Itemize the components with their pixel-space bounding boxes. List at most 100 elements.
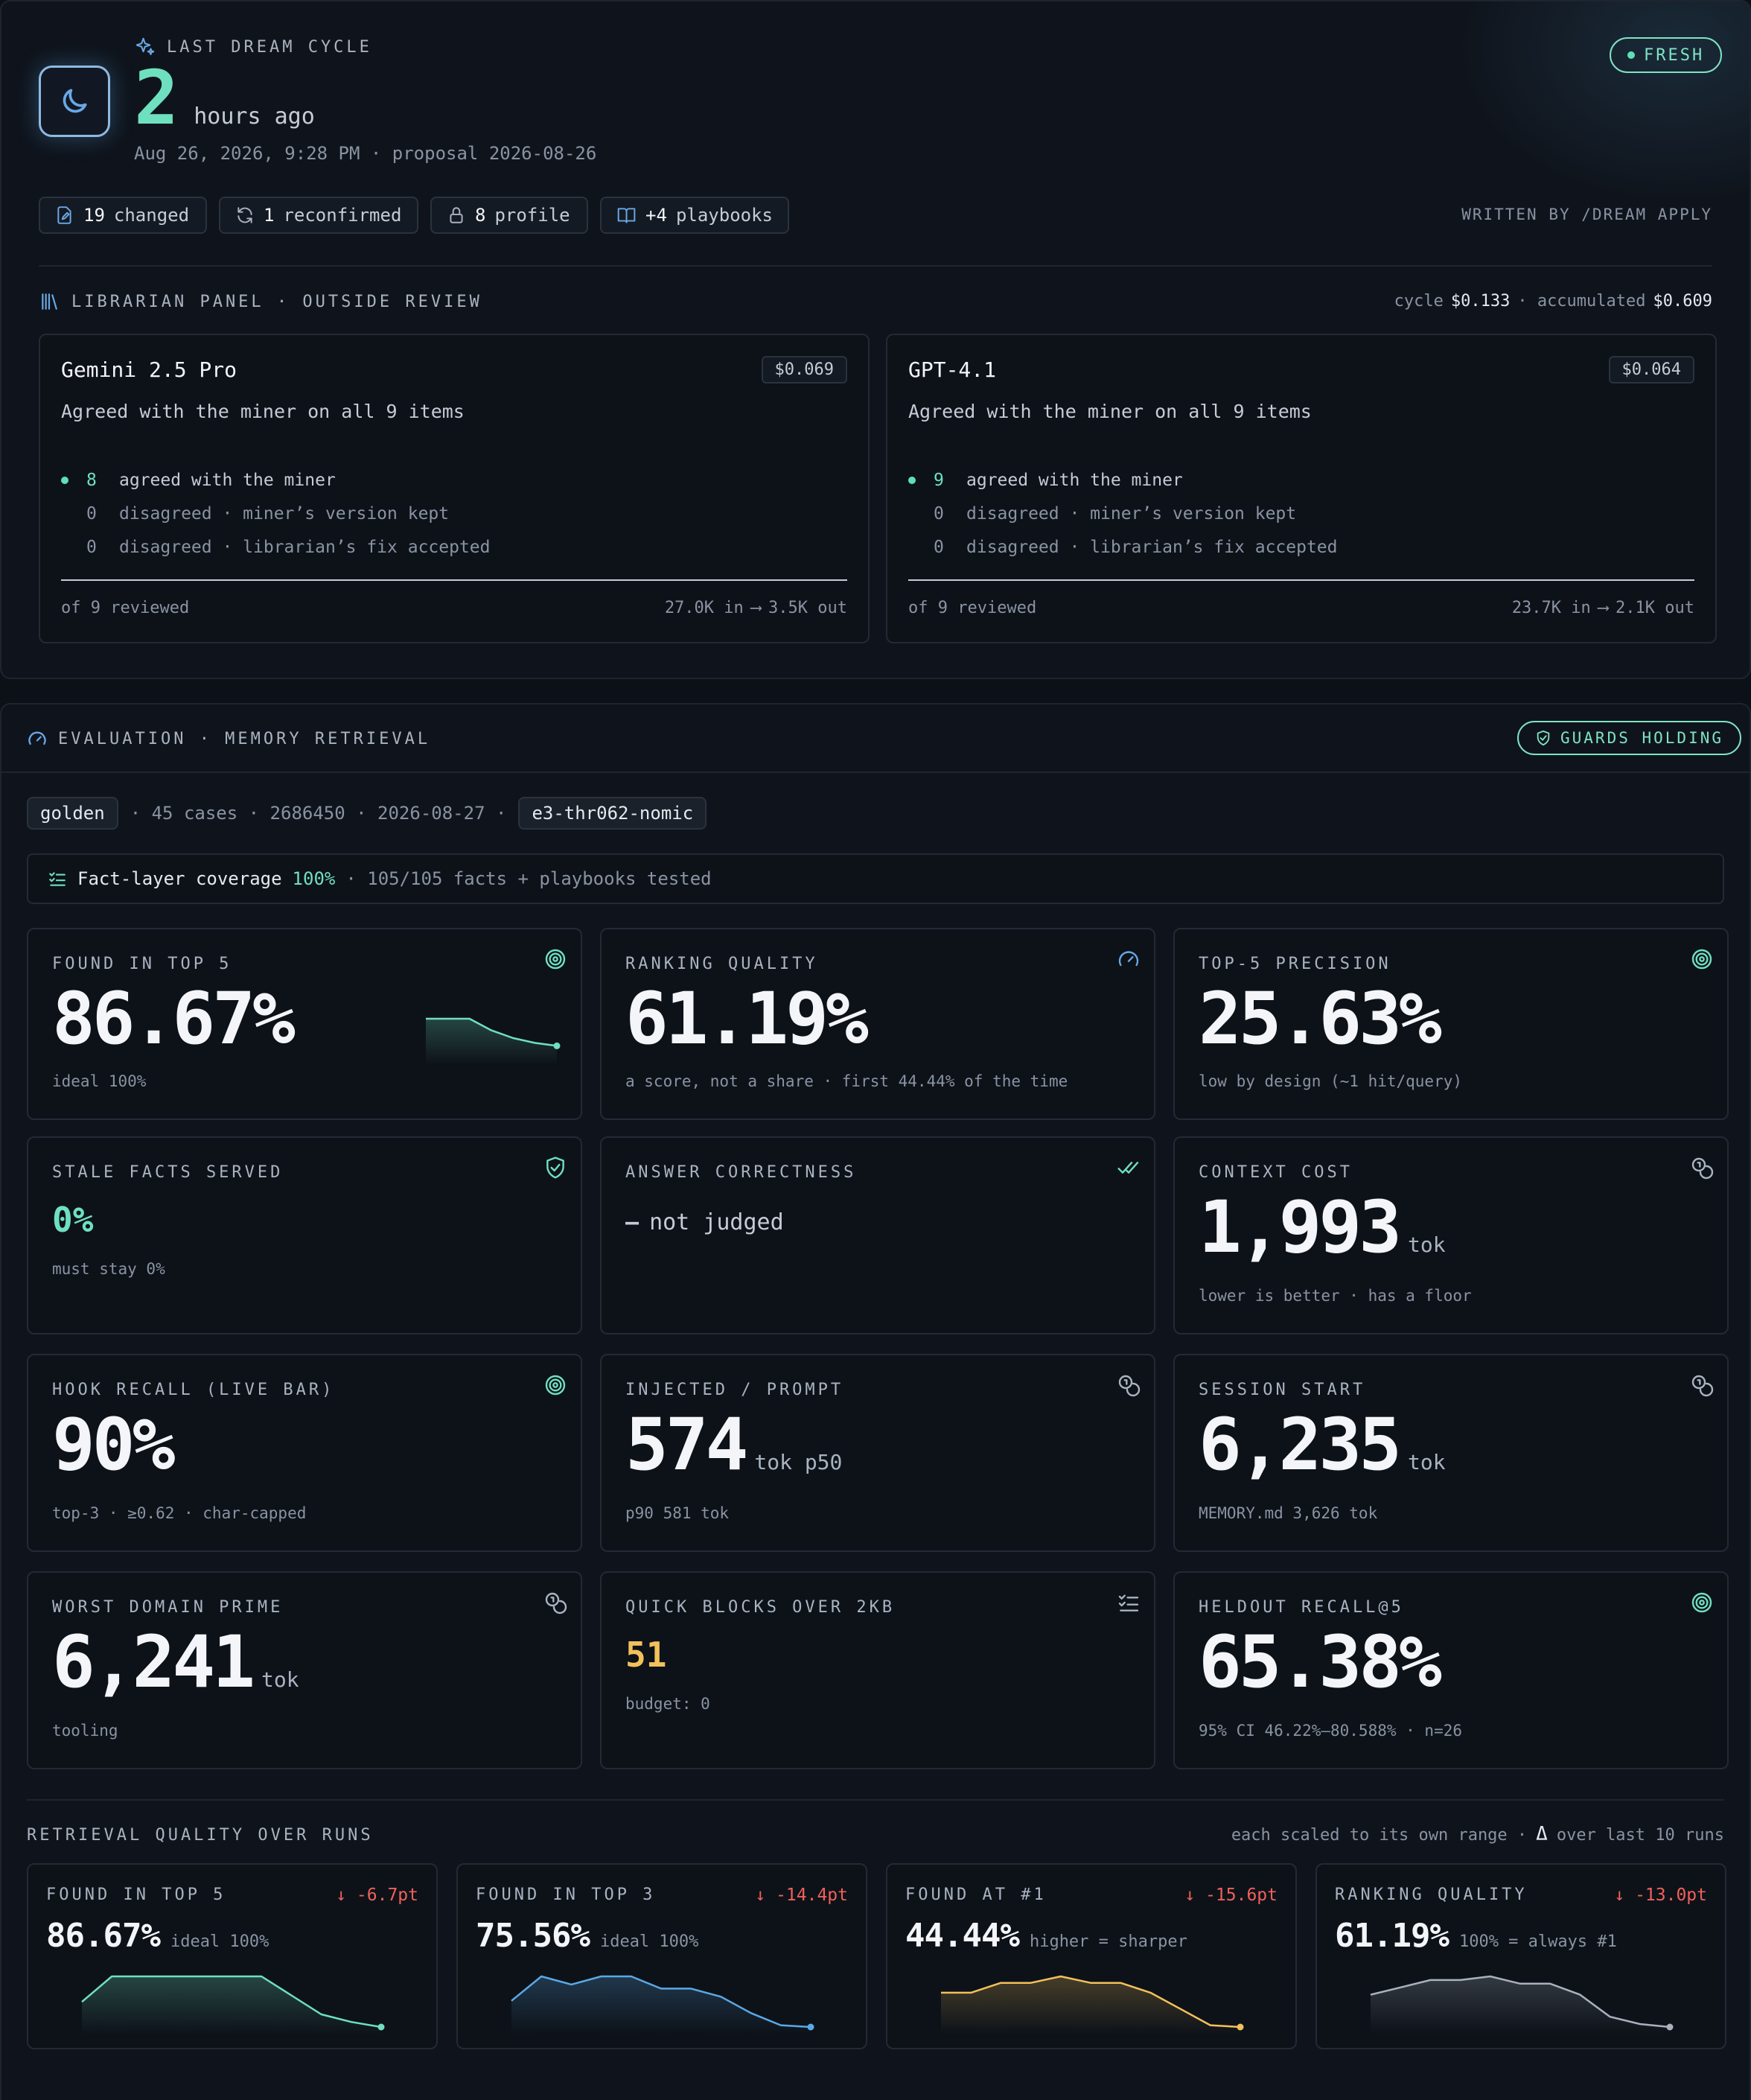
run-sparkline-area xyxy=(1371,1976,1670,2034)
tokens-out: 3.5K out xyxy=(768,599,847,617)
pill-profile[interactable]: 8 profile xyxy=(430,197,588,234)
metric-value: — xyxy=(625,1209,640,1235)
row-dot xyxy=(908,544,916,551)
evaluation-panel: EVALUATION · MEMORY RETRIEVAL GUARDS HOL… xyxy=(0,703,1751,2100)
metric-card[interactable]: HELDOUT RECALL@5 65.38% 95% CI 46.22%–80.5… xyxy=(1173,1571,1729,1769)
metric-value: 51 xyxy=(625,1635,667,1675)
book-icon xyxy=(617,208,636,223)
metric-card[interactable]: RANKING QUALITY 61.19% a score, not a shar… xyxy=(600,928,1155,1120)
row-text: disagreed · librarian’s fix accepted xyxy=(966,538,1338,557)
metric-title: CONTEXT COST xyxy=(1199,1163,1353,1182)
reviewed-count: of 9 reviewed xyxy=(61,599,190,617)
metric-title: SESSION START xyxy=(1199,1381,1366,1399)
row-text: agreed with the miner xyxy=(966,471,1183,490)
metric-card[interactable]: SESSION START 6,235 tok MEMORY.md 3,626 tok xyxy=(1173,1354,1729,1552)
run-card[interactable]: FOUND IN TOP 3 ↓ -14.4pt 75.56% ideal 100% xyxy=(456,1863,867,2049)
metric-sub: ideal 100% xyxy=(52,1072,147,1090)
pill-count: 1 xyxy=(264,205,275,226)
pill-reconfirmed[interactable]: 1 reconfirmed xyxy=(219,197,418,234)
coins-icon xyxy=(1691,1157,1714,1180)
refresh-icon xyxy=(237,207,252,223)
suite-tag[interactable]: golden xyxy=(27,797,118,830)
run-sub: ideal 100% xyxy=(170,1932,269,1951)
fresh-badge: FRESH xyxy=(1610,37,1723,73)
metric-value: 0% xyxy=(52,1200,94,1240)
token-usage: 23.7K in ⟶ 2.1K out xyxy=(1512,599,1694,617)
metric-card[interactable]: CONTEXT COST 1,993 tok lower is better · ha… xyxy=(1173,1136,1729,1334)
library-icon xyxy=(42,293,57,310)
run-sub: 100% = always #1 xyxy=(1458,1932,1617,1951)
dream-panel: LAST DREAM CYCLE 2 hours ago Aug 26, 202… xyxy=(0,0,1751,679)
run-sparkline xyxy=(511,1975,814,2034)
metric-title: STALE FACTS SERVED xyxy=(52,1163,284,1182)
metric-card[interactable]: INJECTED / PROMPT 574 tok p50 p90 581 tok xyxy=(600,1354,1155,1552)
metric-card[interactable]: QUICK BLOCKS OVER 2KB 51 budget: 0 xyxy=(600,1571,1155,1769)
metric-sub: tooling xyxy=(52,1722,118,1740)
metric-title: WORST DOMAIN PRIME xyxy=(52,1598,284,1617)
coverage-bar: Fact-layer coverage 100% · 105/105 facts… xyxy=(27,853,1724,904)
metric-title: HELDOUT RECALL@5 xyxy=(1199,1598,1404,1617)
cost-mid: · accumulated xyxy=(1517,292,1646,311)
metric-title: QUICK BLOCKS OVER 2KB xyxy=(625,1598,896,1617)
metric-value: 6,235 xyxy=(1199,1403,1402,1486)
metric-card[interactable]: FOUND IN TOP 5 86.67% ideal 100% xyxy=(27,928,582,1120)
run-delta: ↓ -15.6pt xyxy=(1184,1886,1278,1905)
metric-sub: a score, not a share · first 44.44% of t… xyxy=(625,1072,1068,1090)
metric-card[interactable]: ANSWER CORRECTNESS — not judged xyxy=(600,1136,1155,1334)
dream-meta: Aug 26, 2026, 9:28 PM · proposal 2026-08… xyxy=(134,143,597,164)
run-delta: ↓ -14.4pt xyxy=(755,1886,848,1905)
pill-label: profile xyxy=(494,205,570,226)
run-sparkline-line xyxy=(81,1975,382,2029)
metric-title: FOUND IN TOP 5 xyxy=(52,955,232,973)
gauge-icon xyxy=(1118,951,1139,967)
metric-title: TOP-5 PRECISION xyxy=(1199,955,1391,973)
metric-value-row: 25.63% xyxy=(1199,981,1442,1057)
reviewer-row: 0 disagreed · librarian’s fix accepted xyxy=(61,538,491,557)
metric-card[interactable]: HOOK RECALL (LIVE BAR) 90% top-3 · ≥0.62 ·… xyxy=(27,1354,582,1552)
coins-icon xyxy=(1691,1375,1714,1397)
reviewer-name: GPT-4.1 xyxy=(908,357,997,382)
divider xyxy=(1,771,1750,773)
metric-card[interactable]: TOP-5 PRECISION 25.63% low by design (~1 h… xyxy=(1173,928,1729,1120)
lock-icon xyxy=(450,207,463,223)
mini-sparkline-last-point xyxy=(553,1042,561,1049)
accumulated-cost: $0.609 xyxy=(1653,292,1712,311)
reviewer-card: Gemini 2.5 Pro $0.069 Agreed with the mine… xyxy=(39,334,870,643)
run-card[interactable]: FOUND IN TOP 5 ↓ -6.7pt 86.67% ideal 100% xyxy=(27,1863,438,2049)
metric-value: 90% xyxy=(52,1403,175,1486)
pill-playbooks[interactable]: +4 playbooks xyxy=(600,197,789,234)
row-count: 8 xyxy=(86,471,97,490)
metric-card[interactable]: STALE FACTS SERVED 0% must stay 0% xyxy=(27,1136,582,1334)
run-sub: higher = sharper xyxy=(1029,1932,1187,1951)
reviewer-cost: $0.064 xyxy=(1608,356,1694,384)
written-by: WRITTEN BY /DREAM APPLY xyxy=(1461,206,1712,223)
fresh-label: FRESH xyxy=(1644,45,1705,65)
cycle-cost: $0.133 xyxy=(1450,292,1511,311)
status-dot xyxy=(1627,51,1635,59)
token-usage: 27.0K in ⟶ 3.5K out xyxy=(665,599,847,617)
pill-changed[interactable]: 19 changed xyxy=(39,197,207,234)
run-value: 75.56% xyxy=(476,1917,590,1955)
tokens-out: 2.1K out xyxy=(1616,599,1694,617)
run-value-row: 61.19% 100% = always #1 xyxy=(1335,1917,1617,1955)
metric-title: INJECTED / PROMPT xyxy=(625,1381,844,1399)
run-sparkline xyxy=(1370,1975,1674,2034)
target-icon xyxy=(545,949,566,970)
run-sparkline-last-point xyxy=(1237,2023,1244,2031)
run-title: FOUND AT #1 xyxy=(905,1886,1047,1904)
metric-card[interactable]: WORST DOMAIN PRIME 6,241 tok tooling xyxy=(27,1571,582,1769)
row-count: 0 xyxy=(86,504,97,524)
row-count: 9 xyxy=(934,471,944,490)
run-card[interactable]: RANKING QUALITY ↓ -13.0pt 61.19% 100% = alw… xyxy=(1315,1863,1726,2049)
run-delta: ↓ -6.7pt xyxy=(336,1886,418,1905)
metric-title: RANKING QUALITY xyxy=(625,955,818,973)
run-card[interactable]: FOUND AT #1 ↓ -15.6pt 44.44% higher = sharp… xyxy=(886,1863,1297,2049)
metric-sub: p90 581 tok xyxy=(625,1504,730,1522)
pill-count: 8 xyxy=(475,205,486,226)
run-value: 86.67% xyxy=(46,1917,161,1955)
row-dot xyxy=(61,544,68,551)
model-tag[interactable]: e3-thr062-nomic xyxy=(518,797,707,830)
reviewer-row: 0 disagreed · miner’s version kept xyxy=(908,504,1296,524)
mini-sparkline xyxy=(426,1017,561,1065)
arrow-icon: ⟶ xyxy=(750,599,762,617)
